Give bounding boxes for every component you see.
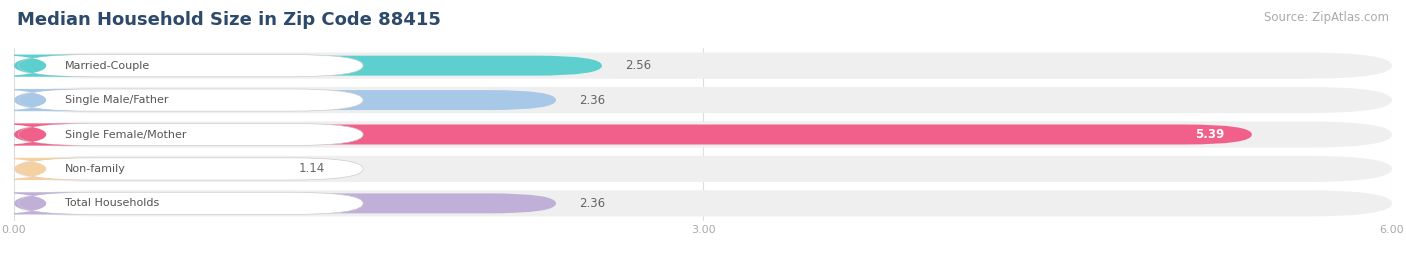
- FancyBboxPatch shape: [18, 123, 363, 146]
- FancyBboxPatch shape: [18, 55, 363, 77]
- Text: Married-Couple: Married-Couple: [65, 61, 150, 71]
- FancyBboxPatch shape: [0, 123, 93, 146]
- Text: 2.36: 2.36: [579, 197, 605, 210]
- Text: 2.56: 2.56: [624, 59, 651, 72]
- FancyBboxPatch shape: [0, 158, 93, 180]
- Text: Source: ZipAtlas.com: Source: ZipAtlas.com: [1264, 11, 1389, 24]
- Text: Median Household Size in Zip Code 88415: Median Household Size in Zip Code 88415: [17, 11, 440, 29]
- Text: Total Households: Total Households: [65, 198, 159, 208]
- FancyBboxPatch shape: [14, 52, 1392, 79]
- FancyBboxPatch shape: [14, 156, 1392, 182]
- FancyBboxPatch shape: [14, 56, 602, 76]
- FancyBboxPatch shape: [18, 89, 363, 111]
- Text: Non-family: Non-family: [65, 164, 125, 174]
- Text: Single Female/Mother: Single Female/Mother: [65, 129, 186, 140]
- FancyBboxPatch shape: [14, 87, 1392, 113]
- FancyBboxPatch shape: [14, 193, 555, 213]
- FancyBboxPatch shape: [0, 55, 93, 77]
- FancyBboxPatch shape: [14, 159, 276, 179]
- Text: 2.36: 2.36: [579, 94, 605, 107]
- FancyBboxPatch shape: [14, 125, 1251, 144]
- FancyBboxPatch shape: [14, 90, 555, 110]
- FancyBboxPatch shape: [0, 89, 93, 111]
- Text: Single Male/Father: Single Male/Father: [65, 95, 169, 105]
- Text: 1.14: 1.14: [299, 162, 325, 175]
- FancyBboxPatch shape: [0, 192, 93, 214]
- FancyBboxPatch shape: [18, 192, 363, 214]
- Text: 5.39: 5.39: [1195, 128, 1225, 141]
- FancyBboxPatch shape: [18, 158, 363, 180]
- FancyBboxPatch shape: [14, 190, 1392, 217]
- FancyBboxPatch shape: [14, 121, 1392, 148]
